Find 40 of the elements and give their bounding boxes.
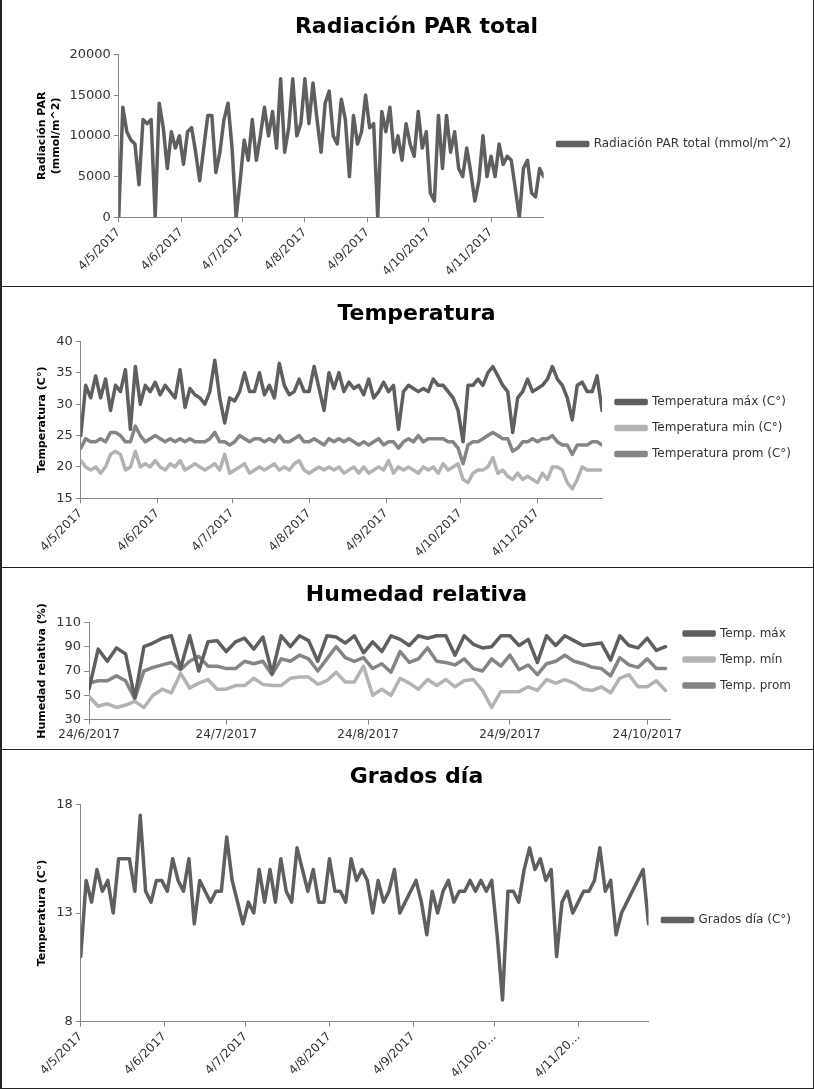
y-tick-label: 5000: [77, 167, 111, 183]
y-tick-label: 10000: [69, 127, 111, 143]
y-tick-label: 110: [56, 613, 82, 629]
y-tick-label: 90: [64, 638, 82, 654]
y-tick-label: 20: [56, 458, 73, 474]
legend-label: Temperatura prom (C°): [651, 446, 791, 461]
legend-label: Grados día (C°): [698, 912, 792, 927]
x-tick-label: 24/7/2017: [195, 726, 258, 741]
y-axis-title: Radiación PAR (mmol/m^2): [35, 91, 62, 181]
y-tick-label: 50: [64, 686, 82, 702]
legend-label: Temp. máx: [719, 625, 786, 640]
y-axis-title: Humedad relativa (%): [35, 603, 49, 739]
x-tick-label: 24/9/2017: [479, 726, 541, 741]
y-tick-label: 0: [102, 208, 111, 224]
x-tick-label: 24/8/2017: [337, 726, 399, 741]
x-tick-label: 24/6/2017: [58, 726, 120, 741]
y-tick-label: 40: [56, 332, 73, 348]
y-tick-label: 8: [64, 1013, 73, 1028]
legend-label: Temp. mín: [719, 651, 783, 666]
chart-title: Temperatura: [337, 299, 496, 325]
legend-label: Radiación PAR total (mmol/m^2): [593, 136, 792, 151]
x-tick-label: 24/10/2017: [612, 726, 682, 741]
legend-label: Temperatura máx (C°): [651, 394, 786, 409]
y-tick-label: 20000: [69, 45, 111, 61]
y-tick-label: 35: [56, 364, 73, 380]
y-tick-label: 18: [56, 795, 73, 811]
chart-title: Grados día: [349, 762, 484, 788]
y-tick-label: 30: [56, 395, 73, 411]
y-tick-label: 30: [64, 710, 82, 726]
y-axis-title: Temperatura (C°): [35, 366, 49, 474]
y-axis-title: Temperatura (C°): [35, 859, 49, 967]
legend-label: Temp. prom: [719, 677, 792, 692]
legend-label: Temperatura min (C°): [651, 420, 783, 435]
y-tick-label: 70: [64, 662, 82, 678]
y-tick-label: 15: [56, 489, 73, 505]
chart-title: Humedad relativa: [305, 580, 528, 606]
y-tick-label: 13: [56, 904, 73, 920]
y-tick-label: 15000: [69, 86, 111, 102]
y-tick-label: 25: [56, 426, 73, 442]
chart-title: Radiación PAR total: [294, 12, 539, 38]
